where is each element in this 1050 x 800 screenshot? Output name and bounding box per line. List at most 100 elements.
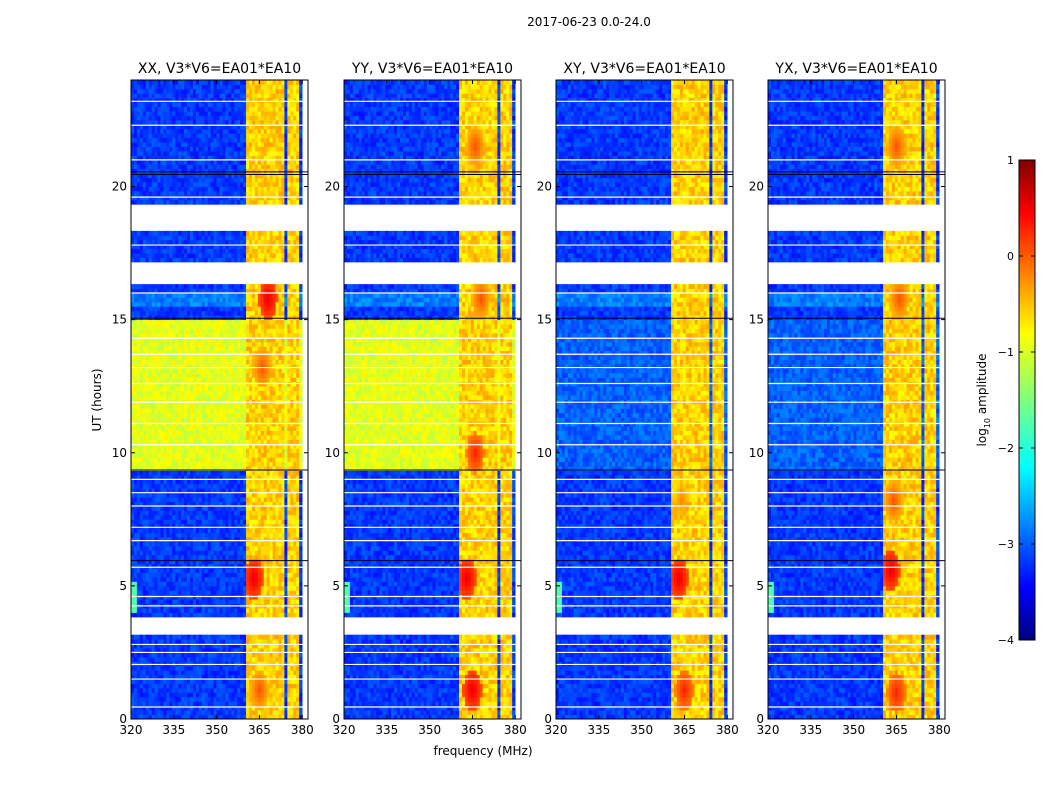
heatmap-cell [175, 613, 178, 618]
heatmap-cell [140, 613, 143, 618]
heatmap-cell [184, 692, 187, 697]
heatmap-cell [222, 670, 225, 675]
heatmap-cell [240, 706, 243, 711]
heatmap-cell [234, 684, 237, 689]
heatmap-cell [264, 595, 267, 600]
heatmap-cell [217, 670, 220, 675]
heatmap-cell [240, 608, 243, 613]
heatmap-cell [187, 679, 190, 684]
heatmap-cell [214, 688, 217, 693]
heatmap-cell [234, 590, 237, 595]
heatmap-cell [225, 706, 228, 711]
heatmap-cell [214, 679, 217, 684]
heatmap-cell [270, 666, 273, 671]
heatmap-cell [184, 586, 187, 591]
heatmap-cell [276, 679, 279, 684]
heatmap-cell [202, 586, 205, 591]
heatmap-cell [240, 684, 243, 689]
heatmap-cell [279, 590, 282, 595]
heatmap-cell [287, 701, 290, 706]
heatmap-cell [134, 710, 137, 715]
heatmap-cell [163, 657, 166, 662]
heatmap-cell [228, 608, 231, 613]
heatmap-cell [261, 710, 264, 715]
heatmap-cell [202, 684, 205, 689]
heatmap-cell [258, 684, 261, 689]
heatmap-cell [211, 595, 214, 600]
heatmap-cell [158, 652, 161, 657]
heatmap-cell [279, 639, 282, 644]
heatmap-cell [240, 586, 243, 591]
heatmap-cell [202, 652, 205, 657]
heatmap-cell [131, 670, 134, 675]
heatmap-cell [208, 639, 211, 644]
heatmap-cell [299, 639, 302, 644]
heatmap-cell [211, 657, 214, 662]
heatmap-cell [287, 684, 290, 689]
heatmap-cell [220, 666, 223, 671]
heatmap-cell [202, 599, 205, 604]
heatmap-cell [169, 661, 172, 666]
heatmap-cell [208, 706, 211, 711]
heatmap-cell [243, 586, 246, 591]
heatmap-cell [181, 710, 184, 715]
heatmap-cell [243, 590, 246, 595]
heatmap-cell [264, 652, 267, 657]
heatmap-cell [175, 666, 178, 671]
heatmap-cell [217, 657, 220, 662]
heatmap-cell [279, 661, 282, 666]
heatmap-cell [149, 710, 152, 715]
heatmap-cell [258, 586, 261, 591]
heatmap-cell [261, 613, 264, 618]
heatmap-cell [299, 670, 302, 675]
heatmap-cell [237, 635, 240, 640]
heatmap-cell [284, 697, 287, 702]
heatmap-cell [234, 608, 237, 613]
heatmap-cell [205, 666, 208, 671]
heatmap-cell [246, 657, 249, 662]
heatmap-cell [196, 652, 199, 657]
heatmap-cell [140, 692, 143, 697]
heatmap-cell [152, 679, 155, 684]
heatmap-cell [143, 688, 146, 693]
heatmap-cell [246, 586, 249, 591]
heatmap-cell [149, 661, 152, 666]
heatmap-cell [255, 590, 258, 595]
heatmap-cell [146, 701, 149, 706]
heatmap-cell [184, 608, 187, 613]
heatmap-cell [199, 688, 202, 693]
heatmap-cell [290, 657, 293, 662]
heatmap-cell [146, 666, 149, 671]
heatmap-cell [237, 590, 240, 595]
heatmap-cell [169, 679, 172, 684]
heatmap-cell [187, 590, 190, 595]
heatmap-cell [290, 635, 293, 640]
heatmap-cell [264, 710, 267, 715]
heatmap-cell [296, 639, 299, 644]
heatmap-cell [152, 661, 155, 666]
heatmap-cell [267, 635, 270, 640]
heatmap-cell [234, 599, 237, 604]
heatmap-cell [237, 697, 240, 702]
heatmap-cell [175, 608, 178, 613]
heatmap-cell [273, 657, 276, 662]
heatmap-cell [140, 688, 143, 693]
heatmap-cell [225, 590, 228, 595]
heatmap-cell [252, 706, 255, 711]
heatmap-cell [140, 666, 143, 671]
heatmap-cell [178, 670, 181, 675]
heatmap-cell [299, 652, 302, 657]
heatmap-cell [276, 697, 279, 702]
heatmap-cell [287, 652, 290, 657]
heatmap-cell [299, 710, 302, 715]
heatmap-cell [299, 701, 302, 706]
heatmap-cell [140, 706, 143, 711]
heatmap-cell [172, 635, 175, 640]
heatmap-cell [246, 679, 249, 684]
heatmap-cell [175, 710, 178, 715]
heatmap-cell [190, 608, 193, 613]
heatmap-cell [279, 670, 282, 675]
heatmap-cell [190, 679, 193, 684]
heatmap-cell [249, 590, 252, 595]
heatmap-cell [146, 706, 149, 711]
